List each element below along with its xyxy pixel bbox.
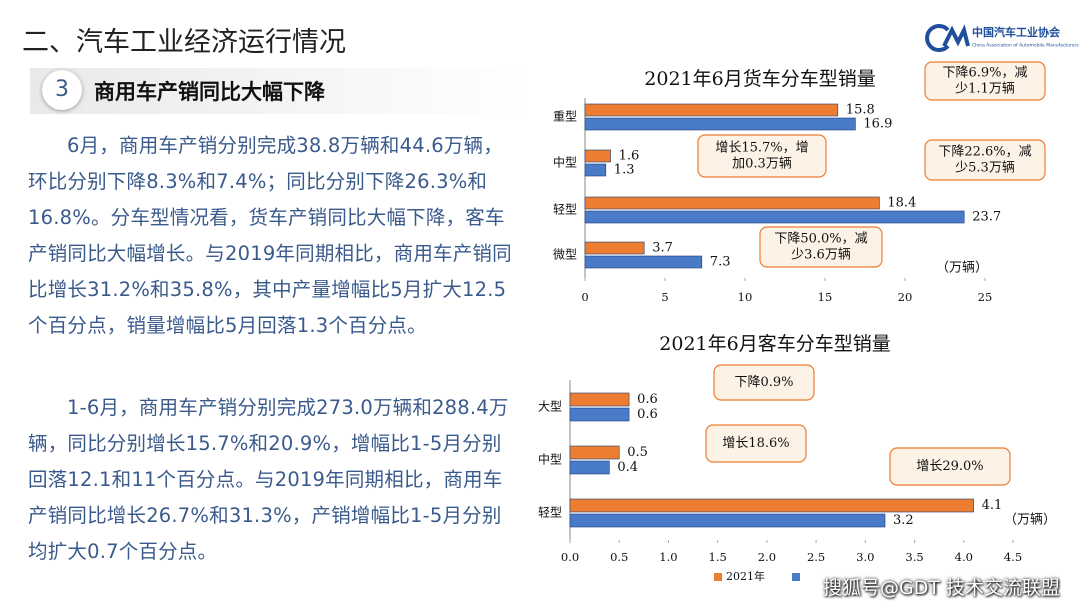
x-tick-label: 3.0 [856,550,874,564]
legend-swatch [714,573,722,581]
bar [584,255,703,269]
section-band [30,68,530,114]
value-label: 7.3 [710,255,731,270]
value-label: 1.3 [614,163,635,178]
value-label: 18.4 [887,196,916,211]
callout [759,226,883,268]
value-label: 15.8 [846,103,875,118]
value-label: 23.7 [972,210,1001,225]
x-tick-label: 5 [661,290,668,304]
callout-text: 增长29.0% [916,459,983,474]
x-tick-label: 15 [818,290,833,304]
value-label: 16.9 [863,117,892,132]
y-tick-label: 轻型 [553,203,577,217]
value-label: 0.5 [627,445,648,460]
value-label: 0.6 [637,392,658,407]
y-tick-label: 微型 [553,248,577,262]
watermark: 搜狐号@GDT 技术交流联盟 [823,577,1060,599]
slide-title: 二、汽车工业经济运行情况 [22,27,346,58]
y-tick-label: 中型 [553,155,577,170]
value-label: 1.6 [619,149,640,164]
value-label: 0.4 [617,460,638,475]
x-tick-label: 1.5 [709,550,727,564]
x-tick-label: 0.0 [561,550,579,564]
x-tick-label: 0 [581,290,588,304]
x-tick-label: 1.0 [659,550,677,564]
callout [697,134,827,178]
callout [705,424,807,463]
section-title: 商用车产销同比大幅下降 [94,80,325,104]
callout-text: 下降0.9% [734,375,793,390]
logo-subtext: China Association of Automobile Manufact… [972,43,1079,49]
y-tick-label: 中型 [538,452,562,467]
x-tick-label: 10 [738,290,753,304]
bar [569,407,630,422]
callout [924,139,1046,181]
section-number: 3 [42,70,82,110]
bar [569,513,886,528]
callout-text: 下降6.9%，减 [942,66,1027,81]
y-tick-label: 轻型 [538,506,562,520]
x-tick-label: 25 [978,290,993,304]
legend-swatch [792,573,800,581]
bar [584,210,965,224]
logo: 中国汽车工业协会 China Association of Automobile… [925,24,1079,52]
unit-label: （万辆） [1004,513,1056,528]
y-tick-label: 重型 [553,110,577,124]
callout-text: 增长15.7%，增 [715,141,808,156]
value-label: 3.7 [652,241,673,256]
chart-title: 2021年6月客车分车型销量 [659,333,890,355]
bar [569,445,620,460]
bar [569,392,630,407]
callout [713,364,815,401]
callout-text: 少3.6万辆 [791,248,851,263]
x-tick-label: 4.0 [955,550,973,564]
callout-text: 少1.1万辆 [955,82,1015,97]
bar [584,149,611,163]
paragraph: 1-6月，商用车产销分别完成273.0万辆和288.4万辆，同比分别增长15.7… [28,396,509,563]
callout [924,61,1046,101]
x-tick-label: 0.5 [610,550,628,564]
y-tick-label: 大型 [538,400,562,414]
x-tick-label: 3.5 [905,550,923,564]
bar [569,498,974,513]
value-label: 4.1 [982,498,1003,513]
unit-label: （万辆） [936,261,988,276]
paragraph: 6月，商用车产销分别完成38.8万辆和44.6万辆，环比分别下降8.3%和7.4… [28,134,512,337]
x-tick-label: 2.0 [758,550,776,564]
callout-text: 下降50.0%，减 [774,232,867,247]
logo-text: 中国汽车工业协会 [972,25,1061,39]
x-tick-label: 4.5 [1004,550,1022,564]
logo-mark [925,24,970,52]
callout-text: 下降22.6%，减 [938,145,1031,160]
callout-text: 增长18.6% [722,436,789,451]
bar [569,460,610,475]
value-label: 0.6 [637,407,658,422]
callout-text: 加0.3万辆 [732,157,792,172]
x-tick-label: 20 [898,290,913,304]
callout-text: 少5.3万辆 [955,161,1015,176]
value-label: 3.2 [893,513,914,528]
x-tick-label: 2.5 [807,550,825,564]
bar [584,103,839,117]
legend-label: 2021年 [726,569,765,583]
callout [889,447,1011,486]
bar [584,163,607,177]
chart-title: 2021年6月货车分车型销量 [644,68,875,90]
bar [584,241,645,255]
bar [584,196,880,210]
bar [584,117,856,131]
